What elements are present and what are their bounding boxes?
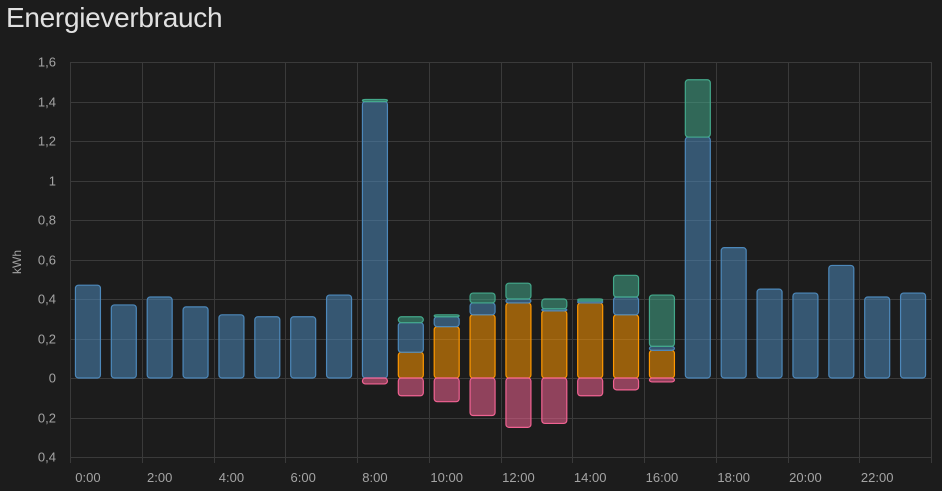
bar-solar	[648, 349, 676, 379]
y-tick-label: 0,4	[38, 450, 56, 465]
bar-export	[541, 377, 568, 425]
bar-grid_consumption	[325, 294, 353, 379]
x-tick-label: 10:00	[430, 470, 463, 485]
bar-grid_consumption	[720, 247, 747, 379]
y-tick-label: 0,8	[38, 213, 56, 228]
y-axis-label: kWh	[10, 250, 24, 274]
bar-battery	[577, 298, 604, 302]
y-tick-label: 0,6	[38, 253, 56, 268]
bar-export	[505, 377, 532, 428]
bar-battery	[469, 292, 496, 304]
y-tick-label: 1,4	[38, 95, 56, 110]
bar-export	[612, 377, 640, 391]
bar-solar	[397, 351, 424, 379]
bar-export	[469, 377, 496, 417]
y-tick-label: 0	[49, 371, 56, 386]
bar-grid_consumption	[74, 284, 102, 379]
bar-grid_consumption	[756, 288, 783, 379]
x-tick-label: 16:00	[646, 470, 679, 485]
bar-grid_consumption	[899, 292, 927, 379]
bar-grid_consumption	[433, 316, 460, 328]
bar-grid_consumption	[361, 100, 389, 379]
bar-solar	[541, 310, 568, 379]
bar-grid_consumption	[469, 302, 496, 316]
bar-export	[397, 377, 424, 397]
bar-export	[648, 377, 676, 383]
bar-grid_consumption	[792, 292, 819, 379]
bar-grid_consumption	[110, 304, 137, 379]
bar-export	[433, 377, 460, 403]
bar-solar	[505, 302, 532, 379]
x-tick-label: 6:00	[291, 470, 316, 485]
y-tick-label: 1	[49, 174, 56, 189]
x-tick-label: 8:00	[362, 470, 387, 485]
x-tick-label: 2:00	[147, 470, 172, 485]
y-tick-label: 0,2	[38, 411, 56, 426]
bar-grid_consumption	[612, 296, 640, 316]
x-tick-label: 4:00	[219, 470, 244, 485]
axis-layer: 1,6 1,4 1,2 1 0,8 0,6 0,4 0,2 0 0,2 0,4 0:00 2:00 4:0…	[38, 55, 894, 486]
bar-battery	[505, 282, 532, 300]
x-tick-label: 20:00	[789, 470, 822, 485]
bar-solar	[433, 326, 460, 379]
y-tick-label: 1,2	[38, 134, 56, 149]
bar-layer	[74, 79, 927, 428]
bar-grid_consumption	[864, 296, 891, 379]
x-tick-label: 18:00	[717, 470, 750, 485]
bar-battery	[361, 98, 389, 103]
bar-grid_consumption	[397, 322, 424, 353]
bar-grid_consumption	[254, 316, 281, 379]
x-tick-label: 0:00	[75, 470, 100, 485]
bar-solar	[577, 302, 604, 379]
bar-battery	[648, 294, 676, 347]
bar-battery	[397, 316, 424, 324]
bar-grid_consumption	[182, 306, 209, 379]
bar-grid_consumption	[684, 136, 711, 379]
y-tick-label: 0,4	[38, 292, 56, 307]
bar-grid_consumption	[146, 296, 173, 379]
y-tick-label: 0,2	[38, 332, 56, 347]
bar-grid_consumption	[218, 314, 245, 379]
x-tick-label: 14:00	[574, 470, 607, 485]
card-title: Energieverbrauch	[6, 2, 223, 33]
x-tick-label: 22:00	[861, 470, 894, 485]
bar-battery	[433, 314, 460, 318]
bar-grid_consumption	[290, 316, 317, 379]
y-tick-label: 1,6	[38, 55, 56, 70]
bar-solar	[469, 314, 496, 379]
bar-battery	[541, 298, 568, 310]
bar-battery	[612, 274, 640, 298]
bar-solar	[612, 314, 640, 379]
bar-export	[361, 377, 389, 385]
bar-export	[577, 377, 604, 397]
x-tick-label: 12:00	[502, 470, 535, 485]
bar-grid_consumption	[828, 264, 855, 379]
grid-layer	[70, 62, 932, 463]
bar-battery	[684, 79, 711, 138]
